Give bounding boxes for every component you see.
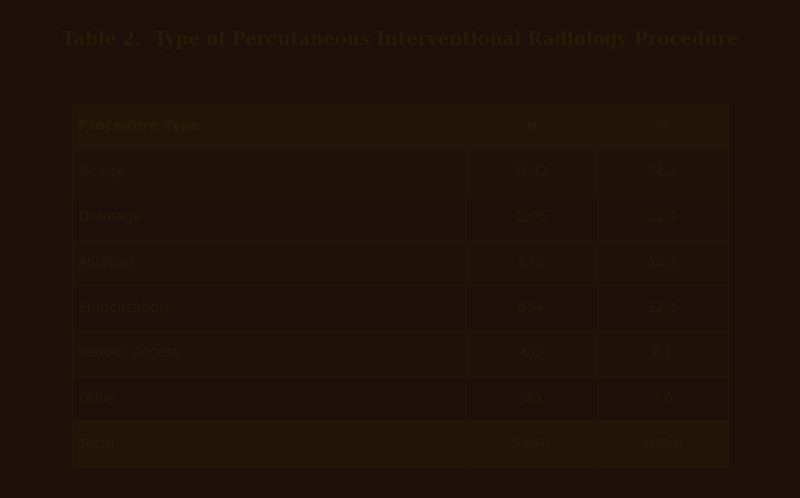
- Text: 876: 876: [518, 255, 545, 269]
- Text: 381: 381: [518, 392, 545, 406]
- Text: 12.1: 12.1: [647, 301, 678, 315]
- Text: n: n: [526, 120, 536, 133]
- Text: 432: 432: [518, 347, 545, 361]
- Text: Venous Access: Venous Access: [78, 347, 180, 361]
- Text: Drainage: Drainage: [78, 210, 142, 224]
- Text: %: %: [656, 120, 670, 133]
- Bar: [72, 240, 466, 285]
- Bar: [597, 195, 728, 240]
- Text: Embolization: Embolization: [78, 301, 168, 315]
- Text: 22.4: 22.4: [647, 210, 678, 224]
- Text: 16.3: 16.3: [647, 255, 678, 269]
- Bar: [597, 376, 728, 421]
- Bar: [72, 195, 466, 240]
- Bar: [466, 376, 597, 421]
- Bar: [597, 240, 728, 285]
- Text: Total: Total: [78, 437, 116, 451]
- Text: Table 2.  Type of Percutaneous Interventional Radiology Procedure: Table 2. Type of Percutaneous Interventi…: [62, 31, 738, 49]
- Bar: [466, 195, 597, 240]
- Text: 1842: 1842: [514, 165, 549, 179]
- Bar: [597, 285, 728, 331]
- Bar: [72, 149, 466, 195]
- Bar: [466, 421, 597, 467]
- Bar: [72, 285, 466, 331]
- Text: Procedure Type: Procedure Type: [78, 120, 200, 133]
- Bar: [466, 285, 597, 331]
- Bar: [466, 240, 597, 285]
- Bar: [72, 421, 466, 467]
- Text: 100.0: 100.0: [641, 437, 685, 451]
- Bar: [466, 104, 597, 149]
- Text: Ablation: Ablation: [78, 255, 136, 269]
- Bar: [72, 376, 466, 421]
- Bar: [466, 149, 597, 195]
- Bar: [597, 104, 728, 149]
- Text: 1205: 1205: [514, 210, 549, 224]
- Text: 654: 654: [518, 301, 545, 315]
- Text: Biopsy: Biopsy: [78, 165, 125, 179]
- Bar: [72, 331, 466, 376]
- Bar: [466, 331, 597, 376]
- Bar: [597, 331, 728, 376]
- Bar: [72, 104, 466, 149]
- Text: Other: Other: [78, 392, 118, 406]
- Bar: [597, 149, 728, 195]
- Text: 7.0: 7.0: [652, 392, 674, 406]
- Text: 8.0: 8.0: [652, 347, 674, 361]
- Text: 5390: 5390: [512, 437, 550, 451]
- Text: 34.2: 34.2: [647, 165, 678, 179]
- Bar: [597, 421, 728, 467]
